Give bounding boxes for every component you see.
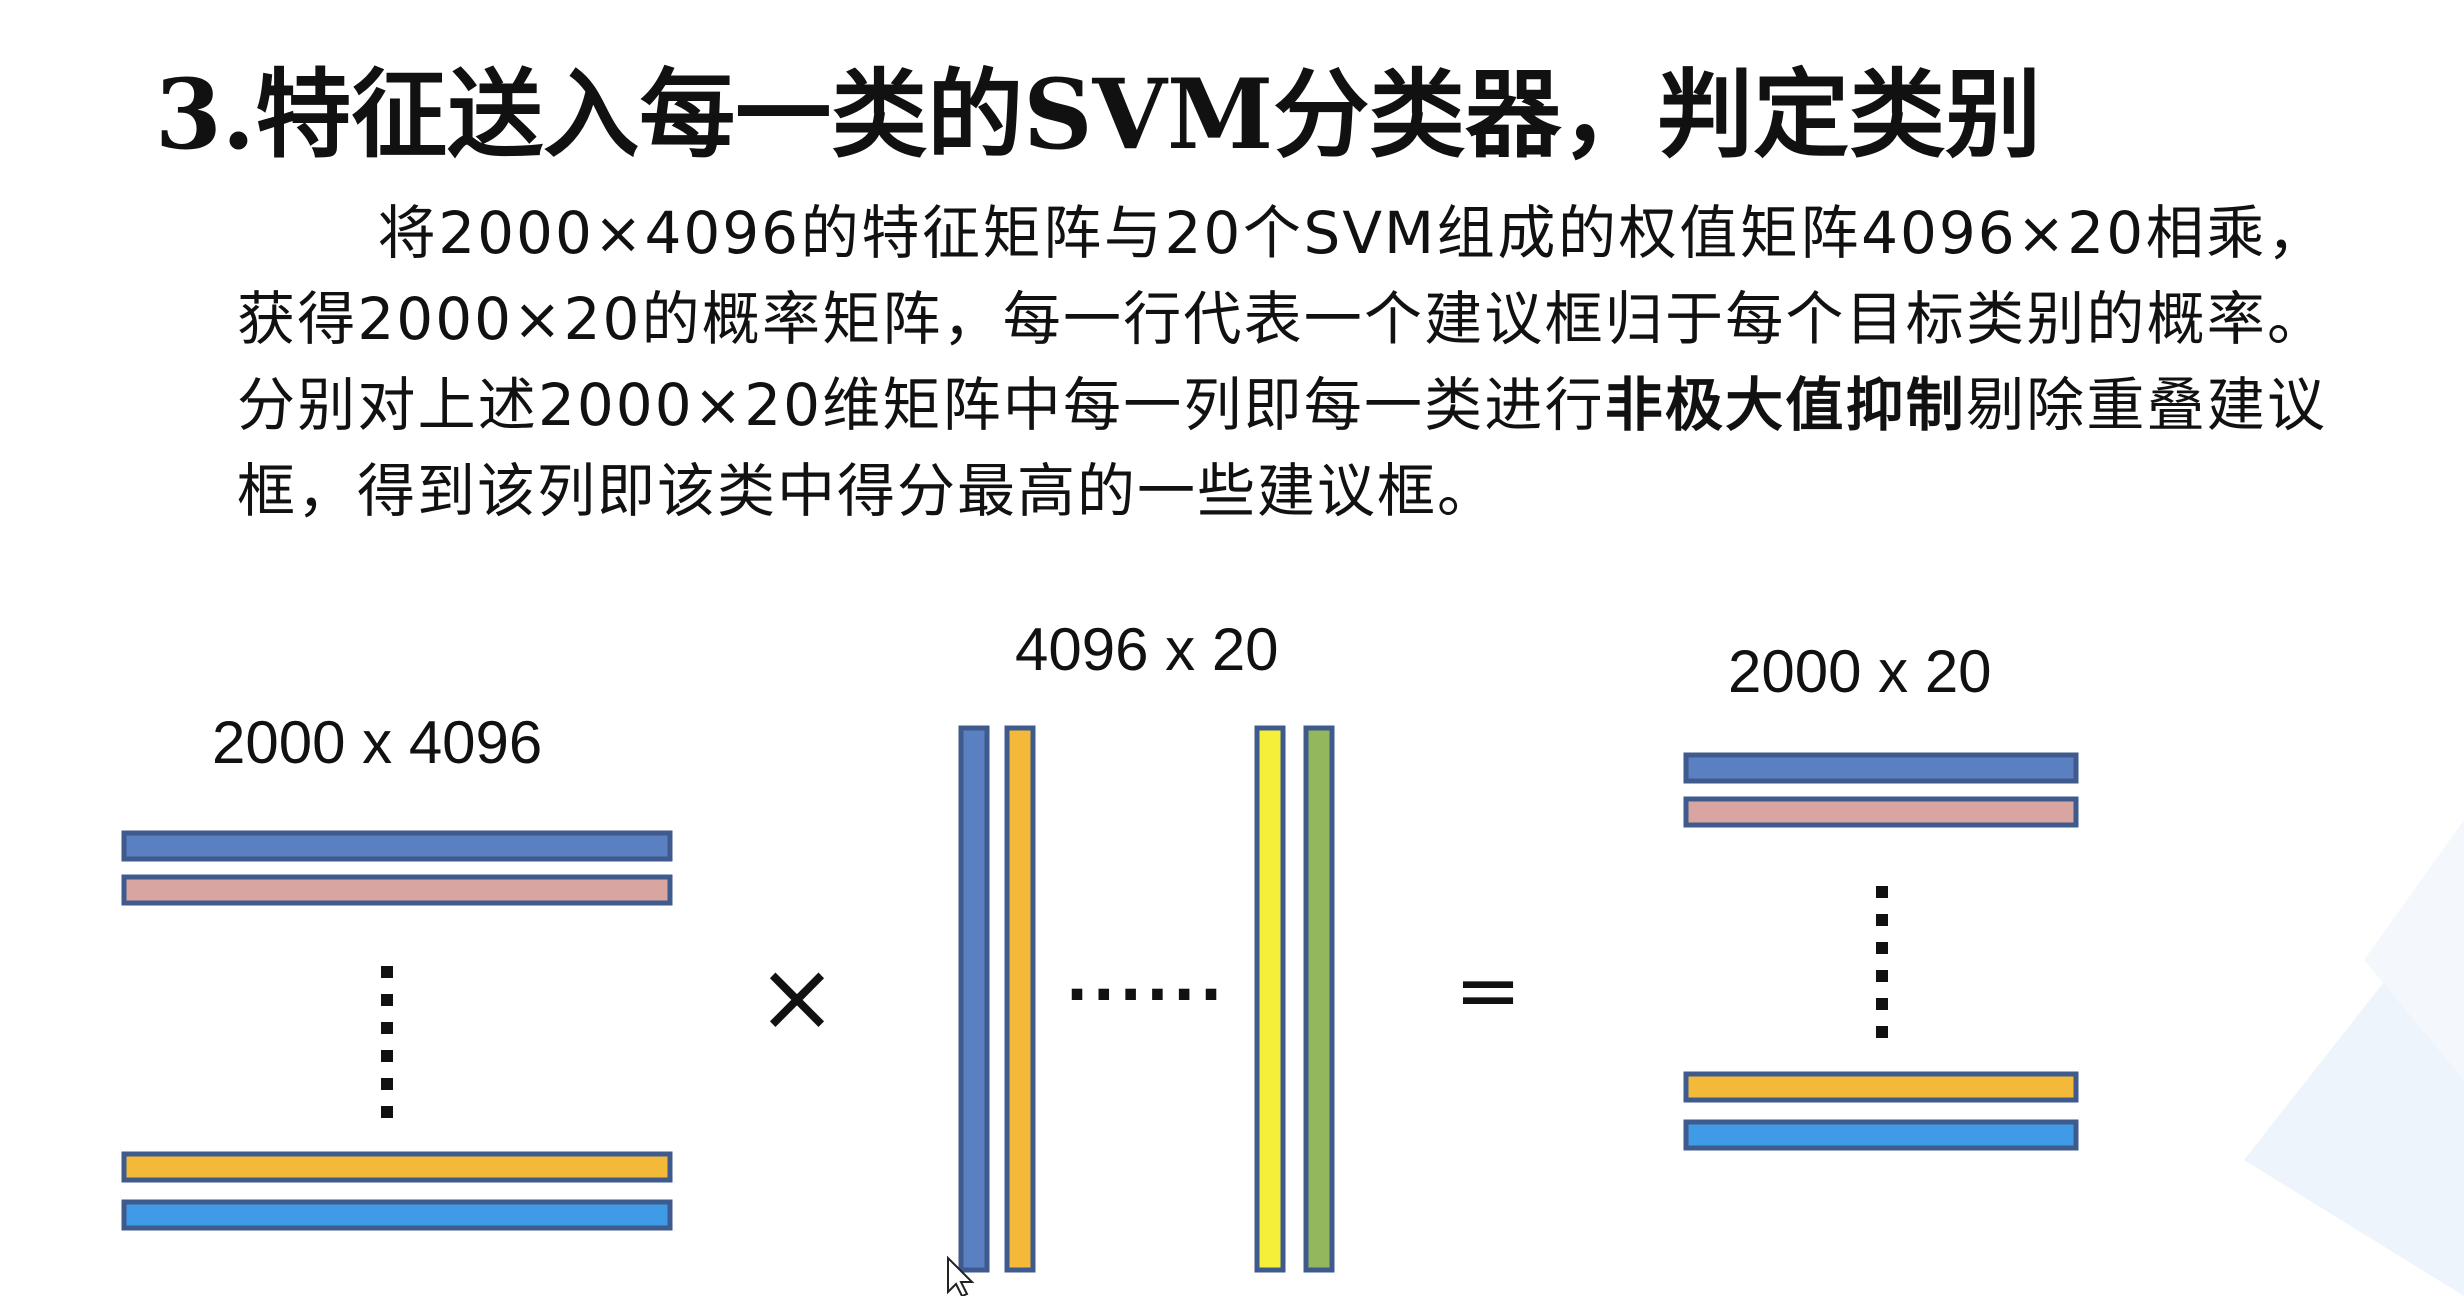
middle-matrix-label: 4096 x 20 bbox=[1015, 616, 1279, 683]
right-matrix-row-pink bbox=[1683, 796, 2079, 828]
mouse-cursor-icon bbox=[947, 1255, 975, 1296]
left-matrix-vertical-dots bbox=[381, 966, 393, 1118]
equals-symbol: = bbox=[1454, 944, 1521, 1037]
description-paragraph: 将2000×4096的特征矩阵与20个SVM组成的权值矩阵4096×20相乘，获… bbox=[237, 190, 2327, 534]
left-matrix-row-pink bbox=[121, 874, 673, 906]
multiply-symbol: × bbox=[757, 941, 837, 1053]
middle-matrix-horizontal-dots: ...... bbox=[1066, 945, 1227, 1015]
slide-title: 3.特征送入每一类的SVM分类器，判定类别 bbox=[155, 58, 2042, 171]
right-matrix-vertical-dots bbox=[1876, 886, 1888, 1038]
middle-matrix-col-yellow bbox=[1254, 725, 1286, 1273]
paragraph-bold-term: 非极大值抑制 bbox=[1604, 371, 1966, 439]
right-matrix-row-blue bbox=[1683, 752, 2079, 784]
left-matrix-label: 2000 x 4096 bbox=[212, 709, 543, 776]
middle-matrix-col-green bbox=[1303, 725, 1335, 1273]
middle-matrix-col-blue bbox=[958, 725, 990, 1273]
right-matrix-label: 2000 x 20 bbox=[1728, 638, 1992, 705]
right-matrix-row-orange bbox=[1683, 1071, 2079, 1103]
middle-matrix-col-orange bbox=[1004, 725, 1036, 1273]
paragraph-text-part2: 剔除重叠建议框，得到该列即该类中得分最高的一些建议框。 bbox=[237, 371, 2327, 525]
corner-decoration bbox=[2244, 820, 2464, 1296]
left-matrix-row-orange bbox=[121, 1151, 673, 1183]
left-matrix-row-blue bbox=[121, 830, 673, 862]
left-matrix-row-light-blue bbox=[121, 1199, 673, 1231]
paragraph-text-part1: 将2000×4096的特征矩阵与20个SVM组成的权值矩阵4096×20相乘，获… bbox=[237, 199, 2327, 439]
right-matrix-row-light-blue bbox=[1683, 1119, 2079, 1151]
